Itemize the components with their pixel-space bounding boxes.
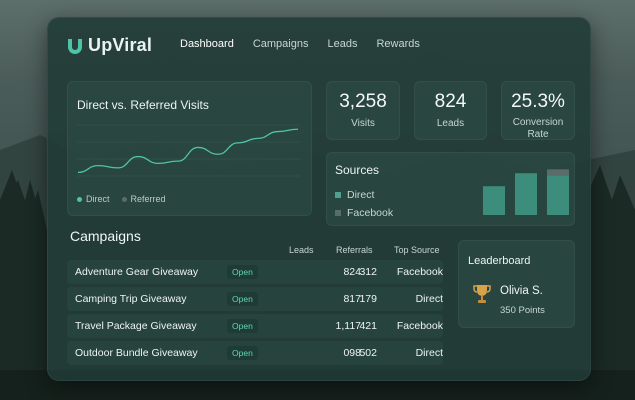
nav-dashboard[interactable]: Dashboard (180, 38, 234, 50)
stat-leads: 824 Leads (414, 81, 487, 140)
status-badge: Open (227, 346, 258, 360)
nav-leads[interactable]: Leads (327, 38, 358, 50)
stat-leads-value: 824 (434, 91, 467, 112)
chart-legend: Direct Referred (77, 194, 166, 204)
campaign-leads: 1,117 (335, 320, 362, 332)
source-facebook-label: Facebook (347, 207, 394, 219)
campaign-leads: 817 (343, 293, 361, 305)
campaign-row[interactable]: Outdoor Bundle Giveaway Open 098 502 Dir… (67, 341, 443, 365)
visits-line-chart (77, 124, 301, 177)
stat-leads-label: Leads (436, 118, 465, 129)
campaign-referrals: 502 (359, 347, 377, 359)
col-header-referrals[interactable]: Referrals (336, 245, 373, 255)
campaign-top-source: Direct (415, 347, 443, 359)
col-header-leads[interactable]: Leads (289, 245, 314, 255)
leaderboard-user-name[interactable]: Olivia S. (500, 285, 543, 297)
campaign-referrals: 179 (359, 293, 377, 305)
sources-bar-chart (483, 169, 569, 215)
source-bar (547, 169, 569, 215)
stat-conversion: 25.3% Conversion Rate (501, 81, 575, 140)
campaign-referrals: 421 (359, 320, 377, 332)
source-facebook: Facebook (335, 207, 393, 219)
status-badge: Open (227, 265, 258, 279)
source-bar (515, 173, 537, 215)
nav-rewards[interactable]: Rewards (376, 38, 420, 50)
source-bar-segment (547, 169, 569, 176)
stat-conversion-value: 25.3% (511, 91, 565, 112)
stat-conversion-label: Conversion Rate (512, 117, 564, 140)
sources-card: Sources Direct Facebook (326, 152, 575, 226)
stat-visits: 3,258 Visits (326, 81, 400, 140)
stat-visits-value: 3,258 (339, 91, 387, 112)
legend-referred-dot (121, 196, 127, 202)
legend-direct-dot (77, 196, 82, 202)
leaderboard-user-points: 350 Points (500, 305, 545, 316)
campaign-leads: 098 (343, 347, 361, 359)
status-badge: Open (227, 319, 258, 333)
campaign-name: Travel Package Giveaway (75, 320, 197, 332)
series-line-direct (77, 128, 299, 174)
campaign-row[interactable]: Camping Trip Giveaway Open 817 179 Direc… (67, 287, 443, 311)
top-navigation-bar: UpViral Dashboard Campaigns Leads Reward… (48, 18, 590, 70)
campaign-top-source: Direct (415, 293, 443, 305)
campaign-name: Outdoor Bundle Giveaway (75, 347, 198, 359)
col-header-top-source[interactable]: Top Source (394, 245, 440, 255)
visits-chart-card: Direct vs. Referred Visits Direct Referr… (67, 81, 312, 216)
legend-referred-label: Referred (130, 194, 166, 204)
campaign-top-source: Facebook (396, 266, 443, 278)
legend-direct-label: Direct (86, 194, 110, 204)
campaign-referrals: 312 (359, 266, 377, 278)
campaign-name: Adventure Gear Giveaway (75, 266, 199, 278)
stat-visits-label: Visits (351, 118, 375, 129)
chart-gridlines (77, 124, 301, 177)
source-bar (483, 186, 505, 215)
sources-title: Sources (335, 163, 380, 177)
leaderboard-title: Leaderboard (468, 255, 531, 267)
upviral-logo-icon (68, 38, 82, 54)
source-direct-swatch (335, 192, 341, 198)
campaign-name: Camping Trip Giveaway (75, 293, 187, 305)
campaign-top-source: Facebook (396, 320, 443, 332)
status-badge: Open (227, 292, 258, 306)
legend-direct: Direct (77, 194, 110, 204)
campaign-leads: 824 (343, 266, 361, 278)
trophy-icon (473, 285, 491, 303)
campaign-row[interactable]: Adventure Gear Giveaway Open 824 312 Fac… (67, 260, 443, 284)
visits-chart-title: Direct vs. Referred Visits (77, 98, 209, 112)
campaign-row[interactable]: Travel Package Giveaway Open 1,117 421 F… (67, 314, 443, 338)
nav-campaigns[interactable]: Campaigns (252, 38, 309, 50)
source-direct: Direct (335, 189, 374, 201)
leaderboard-card: Leaderboard Olivia S. 350 Points (458, 240, 575, 328)
dashboard-window: UpViral Dashboard Campaigns Leads Reward… (47, 17, 591, 381)
legend-referred: Referred (121, 194, 166, 204)
brand-logo[interactable]: UpViral (66, 35, 152, 56)
campaigns-title: Campaigns (70, 228, 141, 244)
main-nav: Dashboard Campaigns Leads Rewards (180, 38, 420, 50)
source-facebook-swatch (335, 210, 341, 216)
brand-name: UpViral (88, 35, 153, 55)
source-direct-label: Direct (347, 189, 375, 201)
